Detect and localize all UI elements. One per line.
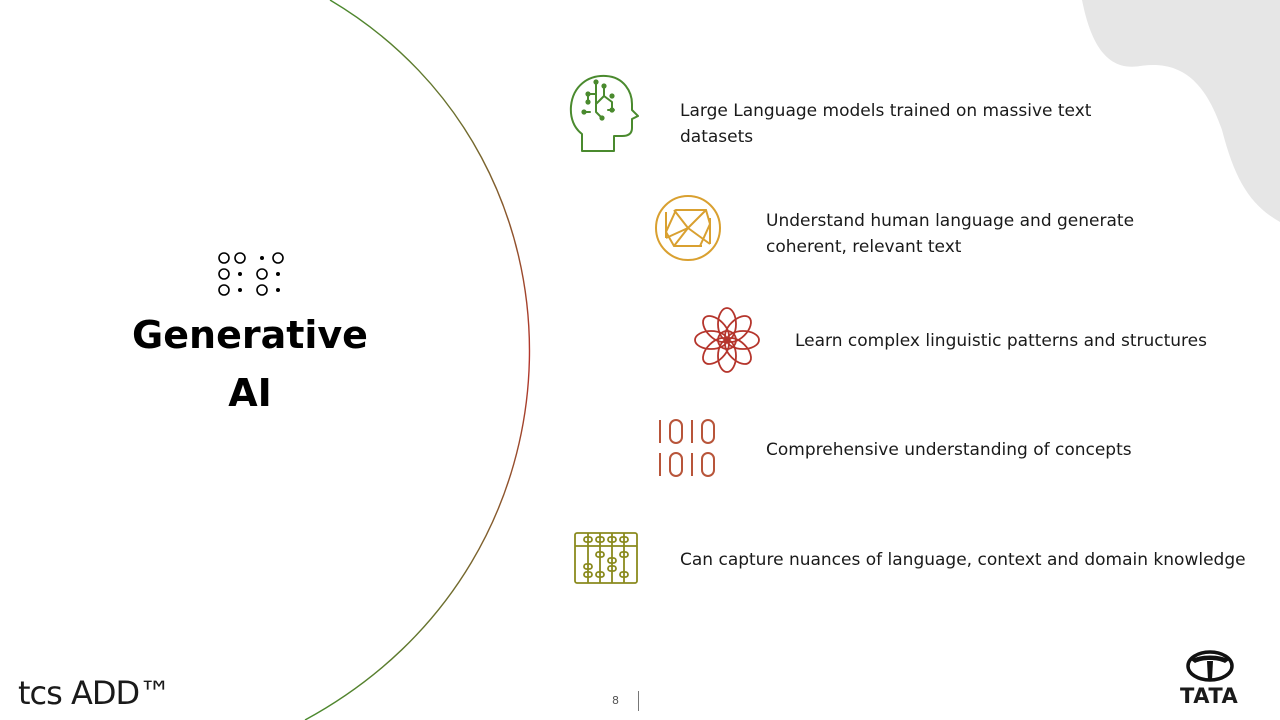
slide-title: Generative AI (120, 306, 380, 422)
tata-logo-icon (1186, 650, 1234, 682)
decorative-grey-blob (1082, 0, 1280, 222)
aperture-icon (655, 195, 721, 261)
title-line-1: Generative (132, 313, 368, 357)
feature-text-llm: Large Language models trained on massive… (680, 101, 1092, 147)
page-number-divider (638, 691, 639, 711)
binary-code-icon (659, 419, 715, 477)
lotus-pattern-icon (694, 307, 760, 373)
title-line-2: AI (228, 371, 272, 415)
tata-wordmark: TATA (1180, 684, 1239, 708)
dots-pattern-icon (218, 252, 284, 296)
decorative-arc (304, 0, 531, 720)
feature-text-patterns: Learn complex linguistic patterns and st… (795, 331, 1207, 351)
feature-text-nuances: Can capture nuances of language, context… (680, 550, 1246, 570)
page-number: 8 (612, 694, 619, 707)
tcs-add-logo: tcs ADD™ (18, 674, 171, 712)
brain-circuit-icon (569, 74, 639, 152)
abacus-icon (574, 532, 638, 584)
feature-text-understand: Understand human language and generate c… (766, 211, 1135, 257)
feature-text-concepts: Comprehensive understanding of concepts (766, 440, 1132, 460)
